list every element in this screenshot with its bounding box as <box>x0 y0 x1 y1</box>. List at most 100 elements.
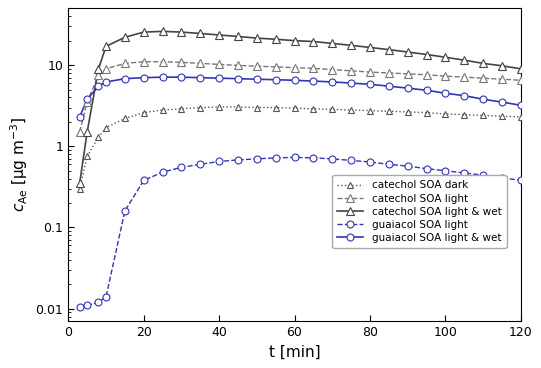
guaiacol SOA light <box>216 159 222 164</box>
guaiacol SOA light & wet <box>141 75 147 80</box>
catechol SOA light & wet <box>499 64 505 68</box>
catechol SOA dark <box>386 109 392 113</box>
guaiacol SOA light & wet <box>386 84 392 88</box>
catechol SOA light <box>273 65 279 69</box>
guaiacol SOA light & wet <box>461 93 467 98</box>
guaiacol SOA light <box>254 157 260 161</box>
guaiacol SOA light & wet <box>122 77 128 81</box>
catechol SOA light <box>141 60 147 64</box>
catechol SOA dark <box>95 135 102 139</box>
catechol SOA light & wet <box>197 31 203 36</box>
catechol SOA dark <box>310 106 316 111</box>
catechol SOA light & wet <box>480 61 486 66</box>
guaiacol SOA light & wet <box>273 78 279 82</box>
catechol SOA dark <box>235 105 241 109</box>
guaiacol SOA light <box>348 158 354 163</box>
catechol SOA dark <box>480 113 486 118</box>
guaiacol SOA light <box>141 178 147 183</box>
guaiacol SOA light & wet <box>518 103 524 107</box>
catechol SOA light & wet <box>216 33 222 37</box>
catechol SOA light & wet <box>273 37 279 42</box>
catechol SOA light <box>197 61 203 66</box>
guaiacol SOA light & wet <box>405 86 411 91</box>
catechol SOA dark <box>76 187 83 191</box>
Line: guaiacol SOA light: guaiacol SOA light <box>76 154 524 311</box>
catechol SOA dark <box>499 114 505 118</box>
catechol SOA light & wet <box>103 44 109 49</box>
catechol SOA light <box>95 73 102 77</box>
catechol SOA dark <box>103 125 109 130</box>
guaiacol SOA light <box>367 160 373 164</box>
catechol SOA light <box>254 64 260 68</box>
guaiacol SOA light <box>480 173 486 177</box>
catechol SOA light & wet <box>235 34 241 39</box>
catechol SOA dark <box>178 106 184 111</box>
guaiacol SOA light & wet <box>216 76 222 80</box>
catechol SOA light & wet <box>518 67 524 71</box>
catechol SOA dark <box>216 105 222 109</box>
guaiacol SOA light & wet <box>76 115 83 119</box>
catechol SOA light <box>329 67 335 72</box>
catechol SOA dark <box>405 110 411 114</box>
guaiacol SOA light <box>103 295 109 299</box>
guaiacol SOA light <box>76 305 83 309</box>
catechol SOA light & wet <box>84 130 90 134</box>
catechol SOA light & wet <box>95 67 102 71</box>
guaiacol SOA light <box>518 178 524 183</box>
catechol SOA light & wet <box>367 45 373 50</box>
catechol SOA dark <box>518 115 524 119</box>
guaiacol SOA light <box>405 164 411 168</box>
catechol SOA dark <box>160 108 166 112</box>
catechol SOA light <box>386 71 392 75</box>
guaiacol SOA light & wet <box>310 79 316 83</box>
Line: catechol SOA dark: catechol SOA dark <box>76 103 524 192</box>
guaiacol SOA light <box>499 176 505 180</box>
catechol SOA dark <box>254 105 260 110</box>
catechol SOA dark <box>122 116 128 121</box>
catechol SOA light & wet <box>405 50 411 54</box>
Line: catechol SOA light: catechol SOA light <box>76 57 525 136</box>
catechol SOA light <box>461 75 467 79</box>
guaiacol SOA light <box>122 209 128 213</box>
guaiacol SOA light & wet <box>499 100 505 104</box>
Y-axis label: $c_\mathrm{Ae}$ [µg m$^{-3}$]: $c_\mathrm{Ae}$ [µg m$^{-3}$] <box>8 117 30 212</box>
X-axis label: t [min]: t [min] <box>269 345 320 360</box>
catechol SOA light & wet <box>423 52 430 57</box>
catechol SOA light & wet <box>122 35 128 39</box>
catechol SOA light & wet <box>178 30 184 34</box>
guaiacol SOA light <box>273 156 279 160</box>
guaiacol SOA light <box>442 169 448 173</box>
guaiacol SOA light <box>386 162 392 166</box>
catechol SOA light <box>235 63 241 68</box>
guaiacol SOA light & wet <box>291 78 298 82</box>
guaiacol SOA light <box>84 303 90 308</box>
catechol SOA dark <box>348 108 354 112</box>
catechol SOA light <box>160 60 166 64</box>
Legend: catechol SOA dark, catechol SOA light, catechol SOA light & wet, guaiacol SOA li: catechol SOA dark, catechol SOA light, c… <box>332 175 506 248</box>
guaiacol SOA light & wet <box>84 97 90 102</box>
catechol SOA light <box>291 66 298 70</box>
catechol SOA light & wet <box>76 181 83 185</box>
catechol SOA dark <box>329 107 335 112</box>
guaiacol SOA light & wet <box>480 97 486 102</box>
guaiacol SOA light <box>160 170 166 174</box>
guaiacol SOA light & wet <box>329 80 335 84</box>
catechol SOA dark <box>367 109 373 113</box>
guaiacol SOA light & wet <box>103 80 109 84</box>
guaiacol SOA light & wet <box>197 75 203 80</box>
guaiacol SOA light & wet <box>442 91 448 95</box>
catechol SOA dark <box>197 105 203 110</box>
guaiacol SOA light & wet <box>423 88 430 92</box>
catechol SOA light & wet <box>442 55 448 59</box>
catechol SOA light & wet <box>461 58 467 62</box>
catechol SOA light <box>405 72 411 76</box>
guaiacol SOA light <box>178 165 184 170</box>
guaiacol SOA light <box>291 155 298 160</box>
catechol SOA dark <box>423 110 430 115</box>
guaiacol SOA light & wet <box>95 84 102 88</box>
catechol SOA light <box>216 62 222 67</box>
guaiacol SOA light <box>423 166 430 171</box>
catechol SOA light <box>84 100 90 104</box>
Line: catechol SOA light & wet: catechol SOA light & wet <box>76 27 525 187</box>
guaiacol SOA light & wet <box>235 77 241 81</box>
